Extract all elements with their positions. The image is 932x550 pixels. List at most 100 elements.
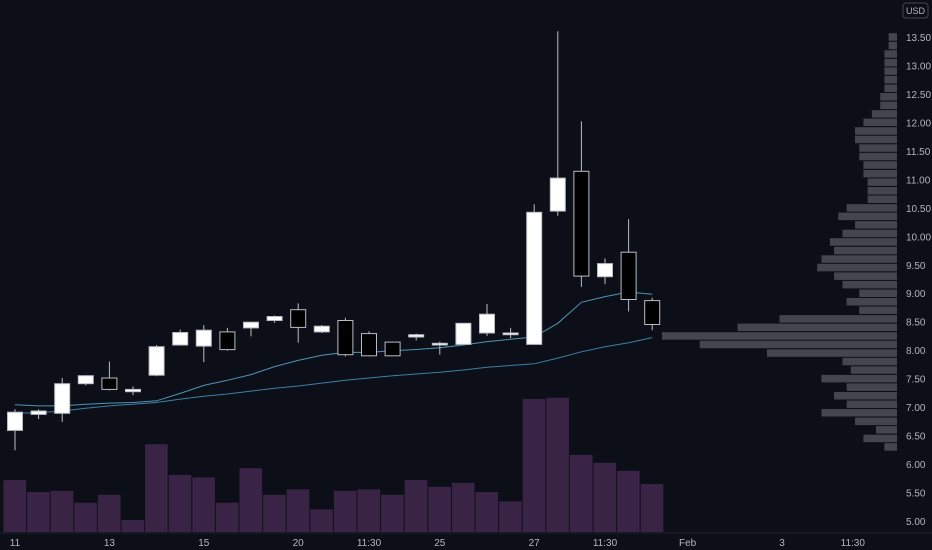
volume-profile-bar: [838, 212, 898, 221]
candle[interactable]: [502, 327, 519, 339]
candle[interactable]: [7, 409, 23, 451]
volume-profile-bar: [863, 434, 898, 443]
y-tick-label: 8.00: [906, 346, 926, 357]
volume-bar: [451, 482, 475, 532]
volume-profile: [662, 33, 898, 451]
volume-profile-bar: [855, 127, 898, 135]
candle-body: [431, 342, 448, 346]
candle[interactable]: [361, 331, 377, 357]
y-tick-label: 7.00: [906, 403, 926, 414]
candle-body: [266, 316, 283, 321]
volume-bar: [333, 490, 357, 532]
volume-profile-bar: [662, 332, 897, 340]
candle[interactable]: [77, 375, 94, 386]
volume-bar: [381, 494, 404, 532]
y-tick-label: 11.00: [906, 175, 931, 186]
candle[interactable]: [266, 315, 283, 323]
currency-badge[interactable]: USD: [902, 2, 929, 19]
volume-profile-bar: [846, 204, 898, 212]
volume-profile-bar: [867, 195, 898, 203]
candle[interactable]: [644, 297, 661, 331]
candle[interactable]: [526, 204, 543, 345]
candle[interactable]: [243, 321, 259, 337]
candle[interactable]: [101, 361, 118, 391]
volume-bar: [475, 492, 499, 532]
volume-profile-bar: [888, 33, 898, 41]
volume-bar: [168, 474, 192, 532]
volume-profile-bar: [834, 272, 897, 280]
candle-body: [219, 331, 236, 351]
x-axis[interactable]: 11 13 15 20 11:30 25 27 11:30 Feb 3 11:30: [10, 538, 866, 549]
candle-body: [597, 263, 613, 278]
candle-body: [502, 332, 519, 336]
candle[interactable]: [195, 325, 212, 363]
volume-profile-bar: [821, 374, 897, 383]
candle[interactable]: [455, 322, 472, 345]
candle-body: [573, 170, 590, 277]
volume-profile-bar: [829, 238, 897, 246]
candle-body: [479, 313, 495, 334]
x-tick-label: 11:30: [357, 538, 382, 549]
volume-profile-bar: [871, 110, 898, 118]
candle[interactable]: [549, 31, 566, 216]
y-axis[interactable]: 5.00 5.50 6.00 6.50 7.00 7.50 8.00 8.50 9.00 9.50…: [906, 33, 931, 528]
candle[interactable]: [125, 386, 141, 396]
candle[interactable]: [290, 303, 307, 343]
volume-bar: [404, 480, 428, 532]
candle[interactable]: [313, 325, 330, 333]
volume-bar: [593, 462, 617, 532]
volume-profile-bar: [699, 340, 897, 349]
volume-profile-bar: [842, 229, 898, 238]
candle-body: [101, 377, 118, 390]
volume-bar: [3, 480, 27, 532]
volume-bar: [546, 397, 569, 532]
candle[interactable]: [219, 327, 236, 351]
x-tick-label: 11: [10, 538, 21, 549]
volume-profile-bar: [850, 366, 898, 374]
candle[interactable]: [54, 378, 71, 422]
candle-body: [290, 309, 307, 328]
candle[interactable]: [597, 258, 613, 285]
volume-profile-bar: [737, 323, 898, 332]
candle[interactable]: [30, 409, 47, 419]
volume-profile-bar: [880, 93, 898, 101]
candle[interactable]: [337, 317, 354, 357]
volume-profile-bar: [859, 306, 898, 314]
volume-bars: [3, 397, 664, 532]
candle[interactable]: [172, 329, 189, 346]
candle[interactable]: [573, 121, 590, 287]
y-tick-label: 9.00: [906, 289, 926, 300]
volume-bar: [74, 502, 97, 532]
volume-bar: [286, 489, 310, 532]
candle-body: [195, 329, 212, 347]
candle[interactable]: [384, 341, 401, 357]
candle[interactable]: [408, 333, 425, 341]
volume-profile-bar: [855, 135, 898, 144]
y-tick-label: 6.00: [906, 460, 926, 471]
volume-profile-bar: [884, 58, 898, 67]
candle[interactable]: [148, 345, 165, 377]
volume-profile-bar: [766, 349, 898, 357]
moving-average-line: [14, 291, 653, 407]
volume-bar: [121, 520, 145, 532]
volume-bar: [640, 484, 664, 532]
y-tick-label: 5.00: [906, 517, 926, 528]
volume-bar: [310, 509, 333, 532]
volume-bar: [145, 444, 168, 532]
volume-bar: [428, 486, 451, 532]
volume-profile-bar: [863, 161, 898, 169]
volume-bar: [499, 501, 522, 532]
y-tick-label: 10.00: [906, 232, 931, 243]
candle[interactable]: [479, 304, 495, 336]
volume-bar: [215, 502, 239, 532]
candle[interactable]: [620, 219, 637, 312]
volume-bar: [192, 477, 215, 532]
candle[interactable]: [431, 341, 448, 355]
volume-profile-bar: [884, 50, 898, 58]
volume-bar: [50, 490, 74, 532]
volume-profile-bar: [846, 298, 898, 306]
x-tick-label: 3: [779, 538, 785, 549]
volume-profile-bar: [846, 383, 898, 391]
volume-profile-bar: [880, 101, 898, 110]
